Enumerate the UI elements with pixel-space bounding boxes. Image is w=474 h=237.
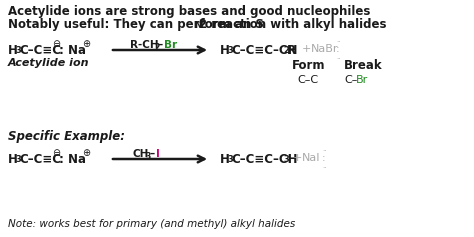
- Text: N: N: [194, 20, 201, 29]
- Text: 3: 3: [146, 152, 151, 161]
- Text: H: H: [8, 44, 18, 57]
- Text: NaBr: NaBr: [311, 44, 338, 54]
- Text: Br: Br: [356, 75, 368, 85]
- Text: Specific Example:: Specific Example:: [8, 130, 125, 143]
- Text: C–C≡C: C–C≡C: [19, 153, 61, 166]
- Text: H: H: [220, 44, 230, 57]
- Text: ⊕: ⊕: [82, 148, 90, 158]
- Text: :: :: [336, 44, 340, 54]
- Text: +: +: [302, 44, 311, 54]
- Text: C–C≡C–CH: C–C≡C–CH: [231, 44, 298, 57]
- Text: Acetylide ion: Acetylide ion: [8, 58, 90, 68]
- Text: : Na: : Na: [59, 44, 86, 57]
- Text: ..: ..: [336, 37, 340, 43]
- Text: Note: works best for primary (and methyl) alkyl halides: Note: works best for primary (and methyl…: [8, 219, 295, 229]
- Text: R-CH: R-CH: [130, 40, 159, 50]
- Text: 2: 2: [154, 43, 159, 52]
- Text: Form: Form: [292, 59, 326, 72]
- Text: 3: 3: [15, 46, 21, 55]
- Text: ⊕: ⊕: [82, 39, 90, 49]
- Text: –: –: [150, 149, 155, 159]
- Text: H: H: [220, 153, 230, 166]
- Text: Acetylide ions are strong bases and good nucleophiles: Acetylide ions are strong bases and good…: [8, 5, 370, 18]
- Text: R: R: [287, 44, 296, 57]
- Text: 2: 2: [283, 46, 289, 55]
- Text: 3: 3: [227, 155, 233, 164]
- Text: –: –: [158, 40, 163, 50]
- Text: +: +: [293, 153, 302, 163]
- Text: ..: ..: [322, 146, 327, 152]
- Text: H: H: [8, 153, 18, 166]
- Text: : Na: : Na: [59, 153, 86, 166]
- Text: Notably useful: They can perform an S: Notably useful: They can perform an S: [8, 18, 264, 31]
- Text: ..: ..: [336, 54, 340, 60]
- Text: NaI: NaI: [302, 153, 320, 163]
- Text: 3: 3: [283, 155, 289, 164]
- Text: 3: 3: [227, 46, 233, 55]
- Text: 2 reaction with alkyl halides: 2 reaction with alkyl halides: [199, 18, 386, 31]
- Text: C–: C–: [344, 75, 357, 85]
- Text: ⊖: ⊖: [52, 148, 60, 158]
- Text: ..: ..: [322, 163, 327, 169]
- Text: :: :: [322, 153, 326, 163]
- Text: Break: Break: [344, 59, 383, 72]
- Text: CH: CH: [133, 149, 149, 159]
- Text: C–C≡C: C–C≡C: [19, 44, 61, 57]
- Text: C–C: C–C: [297, 75, 318, 85]
- Text: 3: 3: [15, 155, 21, 164]
- Text: Br: Br: [164, 40, 177, 50]
- Text: C–C≡C–CH: C–C≡C–CH: [231, 153, 298, 166]
- Text: I: I: [156, 149, 160, 159]
- Text: ⊖: ⊖: [52, 39, 60, 49]
